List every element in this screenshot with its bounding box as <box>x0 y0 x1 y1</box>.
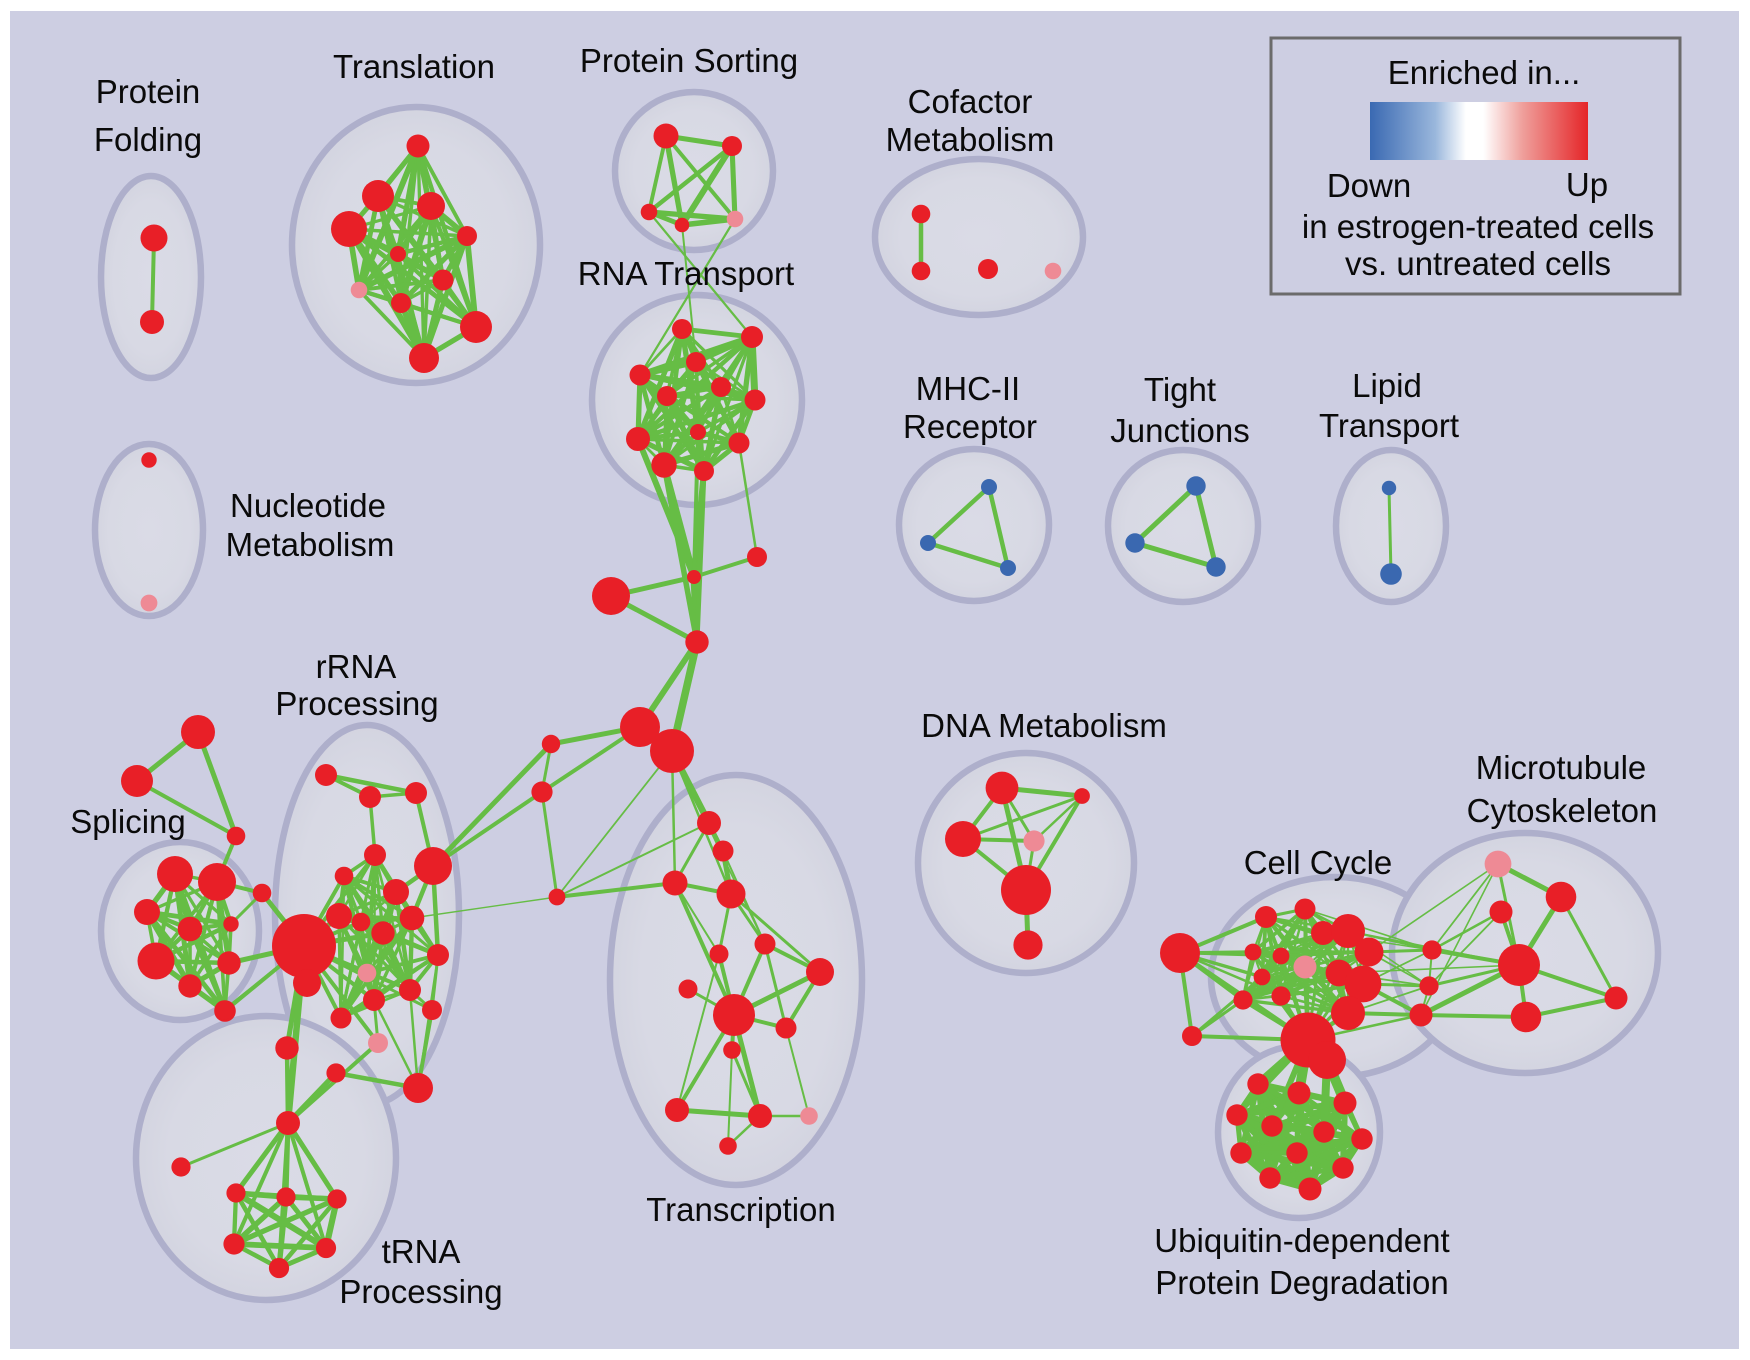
svg-text:Transcription: Transcription <box>646 1191 836 1228</box>
svg-text:Microtubule: Microtubule <box>1476 749 1647 786</box>
svg-text:Translation: Translation <box>333 48 495 85</box>
svg-text:Tight: Tight <box>1144 371 1216 408</box>
svg-text:Protein: Protein <box>96 73 201 110</box>
svg-text:Junctions: Junctions <box>1110 412 1249 449</box>
svg-text:RNA Transport: RNA Transport <box>578 255 794 292</box>
svg-text:DNA Metabolism: DNA Metabolism <box>921 707 1167 744</box>
svg-text:Transport: Transport <box>1319 407 1459 444</box>
svg-text:Nucleotide: Nucleotide <box>230 487 386 524</box>
svg-text:Cell Cycle: Cell Cycle <box>1244 844 1393 881</box>
svg-text:Lipid: Lipid <box>1352 367 1422 404</box>
svg-text:Down: Down <box>1327 167 1411 204</box>
svg-text:Processing: Processing <box>339 1273 502 1310</box>
svg-text:Protein Degradation: Protein Degradation <box>1155 1264 1449 1301</box>
svg-text:Metabolism: Metabolism <box>226 526 395 563</box>
svg-text:rRNA: rRNA <box>316 648 397 685</box>
svg-text:Metabolism: Metabolism <box>886 121 1055 158</box>
svg-text:Ubiquitin-dependent: Ubiquitin-dependent <box>1154 1222 1449 1259</box>
svg-text:MHC-II: MHC-II <box>916 370 1020 407</box>
svg-text:tRNA: tRNA <box>382 1233 461 1270</box>
svg-text:Up: Up <box>1566 166 1608 203</box>
svg-text:Cofactor: Cofactor <box>908 83 1033 120</box>
svg-text:Splicing: Splicing <box>70 803 186 840</box>
svg-text:Folding: Folding <box>94 121 202 158</box>
svg-text:in estrogen-treated cells: in estrogen-treated cells <box>1302 208 1654 245</box>
svg-text:Receptor: Receptor <box>903 408 1037 445</box>
svg-text:Protein Sorting: Protein Sorting <box>580 42 798 79</box>
svg-text:Cytoskeleton: Cytoskeleton <box>1467 792 1658 829</box>
svg-text:Enriched in...: Enriched in... <box>1388 54 1581 91</box>
svg-text:vs. untreated cells: vs. untreated cells <box>1345 245 1611 282</box>
svg-text:Processing: Processing <box>275 685 438 722</box>
